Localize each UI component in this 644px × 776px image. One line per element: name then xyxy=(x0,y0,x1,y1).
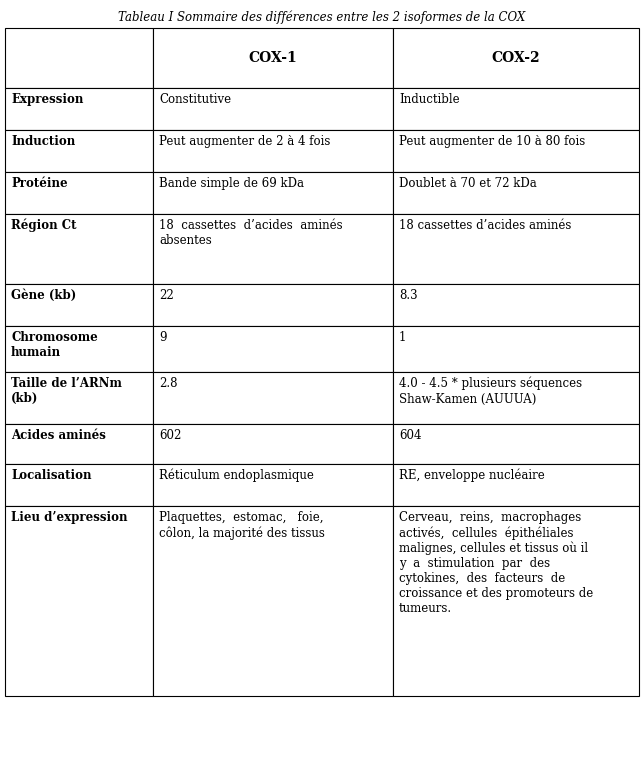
Text: 18 cassettes d’acides aminés: 18 cassettes d’acides aminés xyxy=(399,219,571,232)
Bar xyxy=(393,28,639,88)
Bar xyxy=(5,284,153,326)
Bar xyxy=(393,284,639,326)
Bar xyxy=(153,214,393,284)
Text: 9: 9 xyxy=(159,331,167,344)
Text: Constitutive: Constitutive xyxy=(159,93,231,106)
Text: Induction: Induction xyxy=(11,135,75,148)
Text: Inductible: Inductible xyxy=(399,93,460,106)
Text: Bande simple de 69 kDa: Bande simple de 69 kDa xyxy=(159,177,304,190)
Text: 604: 604 xyxy=(399,429,422,442)
Text: 2.8: 2.8 xyxy=(159,377,178,390)
Bar xyxy=(393,130,639,172)
Bar xyxy=(5,88,153,130)
Text: RE, enveloppe nucléaire: RE, enveloppe nucléaire xyxy=(399,469,545,483)
Text: Protéine: Protéine xyxy=(11,177,68,190)
Bar xyxy=(153,172,393,214)
Bar xyxy=(393,172,639,214)
Bar xyxy=(5,130,153,172)
Text: Lieu d’expression: Lieu d’expression xyxy=(11,511,128,524)
Bar xyxy=(153,88,393,130)
Text: 22: 22 xyxy=(159,289,174,302)
Bar xyxy=(153,424,393,464)
Text: 602: 602 xyxy=(159,429,182,442)
Text: Tableau I Sommaire des différences entre les 2 isoformes de la COX: Tableau I Sommaire des différences entre… xyxy=(118,10,526,23)
Text: 4.0 - 4.5 * plusieurs séquences
Shaw-Kamen (AUUUA): 4.0 - 4.5 * plusieurs séquences Shaw-Kam… xyxy=(399,377,582,406)
Text: Région Ct: Région Ct xyxy=(11,219,77,233)
Bar xyxy=(153,464,393,506)
Bar xyxy=(153,326,393,372)
Text: Peut augmenter de 10 à 80 fois: Peut augmenter de 10 à 80 fois xyxy=(399,135,585,148)
Bar xyxy=(393,372,639,424)
Bar xyxy=(5,326,153,372)
Text: Localisation: Localisation xyxy=(11,469,91,482)
Text: Expression: Expression xyxy=(11,93,83,106)
Bar xyxy=(153,284,393,326)
Text: Chromosome
humain: Chromosome humain xyxy=(11,331,98,359)
Bar xyxy=(153,130,393,172)
Bar xyxy=(153,372,393,424)
Bar xyxy=(5,28,153,88)
Text: Plaquettes,  estomac,   foie,
côlon, la majorité des tissus: Plaquettes, estomac, foie, côlon, la maj… xyxy=(159,511,325,539)
Bar xyxy=(393,214,639,284)
Text: Taille de l’ARNm
(kb): Taille de l’ARNm (kb) xyxy=(11,377,122,405)
Bar xyxy=(393,326,639,372)
Text: Doublet à 70 et 72 kDa: Doublet à 70 et 72 kDa xyxy=(399,177,536,190)
Bar xyxy=(153,28,393,88)
Text: Gène (kb): Gène (kb) xyxy=(11,289,76,302)
Text: Peut augmenter de 2 à 4 fois: Peut augmenter de 2 à 4 fois xyxy=(159,135,330,148)
Bar xyxy=(5,214,153,284)
Bar xyxy=(5,372,153,424)
Text: Réticulum endoplasmique: Réticulum endoplasmique xyxy=(159,469,314,483)
Text: Acides aminés: Acides aminés xyxy=(11,429,106,442)
Bar xyxy=(393,88,639,130)
Text: 18  cassettes  d’acides  aminés
absentes: 18 cassettes d’acides aminés absentes xyxy=(159,219,343,247)
Bar xyxy=(393,424,639,464)
Bar xyxy=(5,424,153,464)
Bar xyxy=(5,506,153,696)
Text: Cerveau,  reins,  macrophages
activés,  cellules  épithéliales
malignes, cellule: Cerveau, reins, macrophages activés, cel… xyxy=(399,511,593,615)
Text: COX-1: COX-1 xyxy=(249,51,298,65)
Bar xyxy=(393,506,639,696)
Bar xyxy=(153,506,393,696)
Bar xyxy=(393,464,639,506)
Bar xyxy=(5,172,153,214)
Bar xyxy=(5,464,153,506)
Text: 8.3: 8.3 xyxy=(399,289,417,302)
Text: 1: 1 xyxy=(399,331,406,344)
Text: COX-2: COX-2 xyxy=(491,51,540,65)
